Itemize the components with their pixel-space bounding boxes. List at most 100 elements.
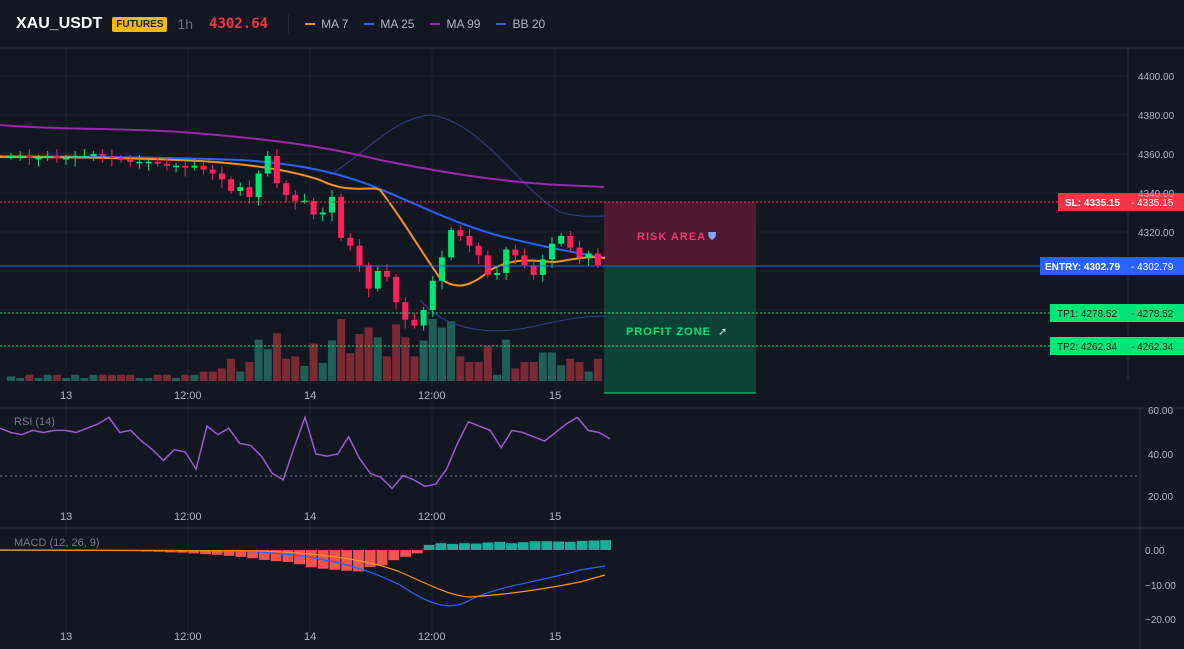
candle-body [503,249,510,273]
volume-bar [254,339,263,381]
volume-bar [355,334,364,381]
candle-body [530,265,537,275]
timeframe-label[interactable]: 1h [177,16,194,32]
time-tick: 15 [549,511,561,523]
price-tick: 4380.00 [1138,111,1175,122]
rsi-time-axis[interactable]: 13 12:00 14 12:00 15 [60,511,561,523]
volume-bar [437,327,446,381]
volume-bar [474,362,483,381]
main-time-axis[interactable]: 13 12:00 14 12:00 15 [60,390,561,402]
macd-hist-bar [223,550,235,556]
rsi-tick: 20.00 [1148,492,1173,503]
volume-bar [520,362,529,381]
candle-body [273,155,280,184]
candle-body [310,200,317,215]
macd-time-axis[interactable]: 13 12:00 14 12:00 15 [60,631,561,643]
legend-ma7[interactable]: MA 7 [305,17,348,31]
legend-ma25-label: MA 25 [380,17,415,31]
volume-bar [575,362,584,381]
volume-bar [557,365,566,381]
futures-badge: FUTURES [112,16,168,32]
candle-body [393,276,400,303]
volume-bar [511,368,520,381]
legend-ma99[interactable]: MA 99 [430,17,480,31]
macd-hist-bar [459,543,470,550]
sl-tag [1058,193,1128,211]
header-divider [288,15,290,33]
volume-bar [346,353,355,381]
volume-bar [172,378,181,381]
macd-hist-bar [211,550,223,555]
volume-bar [227,358,236,381]
symbol-label[interactable]: XAU_USDT [16,15,103,32]
time-tick: 15 [549,390,561,402]
entry-tag-label: ENTRY: 4302.79 [1045,262,1120,273]
volume-bar [135,378,144,381]
bb-upper-line [329,114,606,217]
candle-body [374,271,381,289]
time-tick: 13 [60,390,72,402]
candle-body [182,165,189,168]
candle-body [163,163,170,166]
time-tick: 12:00 [174,631,202,643]
volume-bar [538,352,547,381]
rsi-tick: 60.00 [1148,406,1173,417]
volume-bar [80,378,89,381]
volume-bar [456,356,465,381]
ma7-swatch-icon [305,23,316,25]
candle-body [228,179,235,192]
time-tick: 12:00 [418,390,446,402]
tp2-price: - 4262.34 [1131,342,1174,353]
entry-price-tag [1128,257,1184,275]
macd-hist-bar [423,544,435,550]
risk-area-box[interactable] [604,202,756,266]
main-grid [0,48,1128,640]
indicator-legend: MA 7 MA 25 MA 99 BB 20 [305,17,561,31]
volume-bar [245,362,254,381]
volume-bar [309,343,318,381]
legend-ma7-label: MA 7 [321,17,349,31]
profit-zone-box[interactable] [604,266,756,393]
rsi-line [0,415,611,490]
macd-hist-bar [435,543,447,550]
last-price: 4302.64 [209,16,269,32]
volume-bar [107,374,116,381]
candle-body [493,272,500,275]
rsi-axis[interactable]: 60.00 40.00 20.00 [1148,406,1173,503]
macd-hist-bar [188,550,200,554]
macd-hist-bar [517,542,529,550]
profit-zone-label: PROFIT ZONE [626,326,711,338]
candle-body [99,154,106,156]
sl-tag-label: SL: 4335.15 [1065,198,1120,209]
candle-body [328,196,335,213]
candle-body [53,155,60,158]
candle-body [118,157,125,160]
legend-bb20[interactable]: BB 20 [496,17,545,31]
volume-bar [181,374,190,381]
volume-bars [7,319,602,381]
volume-bar [593,358,602,381]
candle-body [558,235,565,244]
tp1-tag [1050,304,1128,322]
volume-bar [162,374,171,381]
risk-area-label: RISK AREA [637,231,706,243]
price-axis[interactable]: 4400.00 4380.00 4360.00 4340.00 4320.00 [1138,72,1175,239]
volume-bar [300,366,309,381]
volume-bar [236,371,245,381]
candle-body [81,155,88,158]
time-tick: 12:00 [418,511,446,523]
macd-hist-bar [470,543,482,550]
volume-bar [492,374,501,381]
macd-hist-bar [235,550,247,557]
volume-bar [547,352,556,381]
volume-bar [291,356,300,381]
macd-hist-bar [376,550,388,566]
volume-bar [282,358,291,381]
candle-body [548,243,555,260]
macd-hist-bar [306,550,317,568]
volume-bar [318,362,327,381]
macd-axis[interactable]: 0.00 −10.00 −20.00 [1145,546,1176,626]
legend-ma25[interactable]: MA 25 [364,17,414,31]
macd-hist-bar [588,540,600,550]
